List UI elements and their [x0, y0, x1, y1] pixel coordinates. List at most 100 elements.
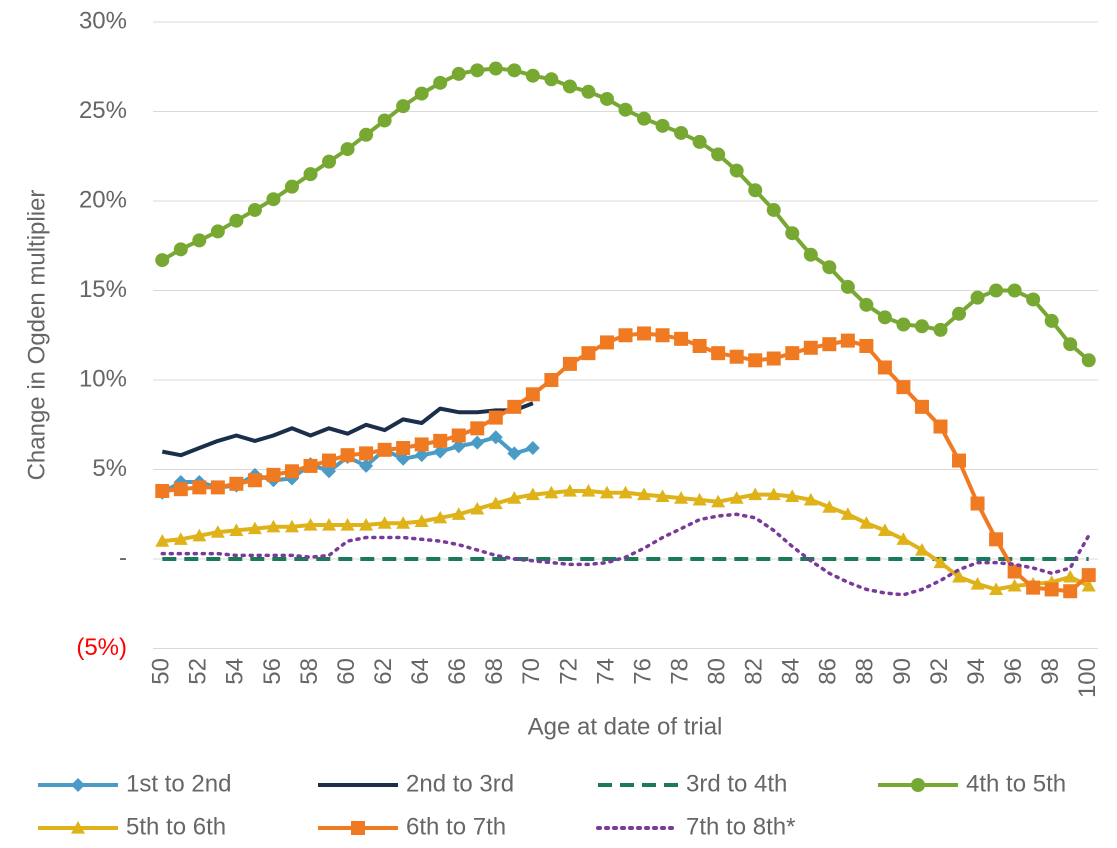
marker	[173, 532, 188, 545]
marker	[377, 113, 392, 128]
marker	[877, 360, 892, 375]
marker	[340, 448, 355, 463]
marker	[933, 555, 948, 569]
marker	[155, 253, 170, 268]
marker	[359, 127, 374, 142]
marker	[933, 322, 948, 337]
marker	[488, 410, 503, 425]
marker	[711, 494, 726, 508]
marker	[229, 213, 244, 228]
marker	[748, 353, 763, 368]
marker	[914, 399, 929, 414]
marker	[989, 283, 1004, 298]
x-tick-label: 68	[481, 658, 508, 685]
marker	[433, 433, 448, 448]
marker	[359, 517, 374, 531]
marker	[562, 356, 577, 371]
marker	[303, 458, 318, 473]
marker	[970, 290, 985, 305]
legend-label: 2nd to 3rd	[406, 770, 514, 797]
marker	[470, 435, 485, 450]
marker	[247, 521, 262, 535]
x-tick-label: 78	[666, 658, 693, 685]
marker	[488, 61, 503, 76]
marker	[210, 480, 225, 495]
marker	[525, 68, 540, 83]
marker	[785, 489, 800, 502]
marker	[914, 319, 929, 334]
marker	[284, 464, 299, 479]
marker	[692, 338, 707, 353]
marker	[766, 351, 781, 366]
marker	[1007, 578, 1022, 592]
x-tick-label: 52	[185, 658, 212, 685]
marker	[322, 464, 337, 479]
marker	[1081, 353, 1096, 368]
marker	[766, 202, 781, 217]
marker	[525, 387, 540, 402]
marker	[266, 192, 281, 207]
marker	[599, 91, 614, 106]
marker	[544, 373, 559, 387]
marker	[840, 279, 855, 294]
marker	[396, 441, 411, 456]
marker	[655, 489, 670, 502]
legend-label: 3rd to 4th	[686, 770, 787, 797]
marker	[1044, 582, 1059, 597]
marker	[507, 491, 522, 504]
marker	[155, 534, 170, 547]
marker	[544, 72, 559, 87]
marker	[210, 525, 225, 538]
marker	[525, 441, 540, 456]
y-tick-label: 30%	[79, 7, 127, 34]
marker	[822, 260, 837, 275]
marker	[247, 473, 262, 488]
marker	[637, 487, 652, 501]
marker	[637, 111, 652, 126]
marker	[377, 516, 392, 529]
marker	[599, 335, 614, 350]
marker	[618, 102, 633, 117]
marker	[414, 514, 429, 528]
x-tick-label: 70	[518, 658, 545, 685]
x-tick-label: 86	[815, 658, 842, 685]
marker	[785, 226, 800, 241]
marker	[433, 510, 448, 524]
marker	[803, 247, 818, 262]
x-tick-label: 88	[852, 658, 879, 685]
marker	[822, 337, 837, 352]
marker	[451, 66, 466, 81]
marker	[359, 446, 374, 461]
x-tick-label: 96	[1000, 658, 1027, 685]
marker	[544, 485, 559, 499]
marker	[1026, 292, 1041, 307]
legend-marker	[351, 821, 365, 835]
marker	[748, 487, 763, 501]
marker	[396, 99, 411, 114]
marker	[877, 523, 892, 536]
x-tick-label: 54	[222, 658, 249, 685]
marker	[840, 507, 855, 520]
marker	[340, 517, 355, 531]
marker	[470, 63, 485, 78]
marker	[414, 86, 429, 101]
x-tick-label: 98	[1037, 658, 1064, 685]
marker	[581, 346, 596, 361]
legend-marker	[71, 778, 85, 792]
marker	[933, 419, 948, 434]
marker	[247, 202, 262, 217]
marker	[525, 487, 540, 501]
x-tick-label: 60	[333, 658, 360, 685]
marker	[618, 485, 633, 499]
marker	[674, 125, 689, 140]
marker	[581, 483, 596, 497]
marker	[433, 444, 448, 459]
marker	[970, 496, 985, 511]
y-tick-label: 5%	[92, 455, 127, 482]
marker	[396, 516, 411, 529]
marker	[748, 183, 763, 198]
x-tick-label: 100	[1074, 658, 1101, 698]
marker	[692, 492, 707, 506]
